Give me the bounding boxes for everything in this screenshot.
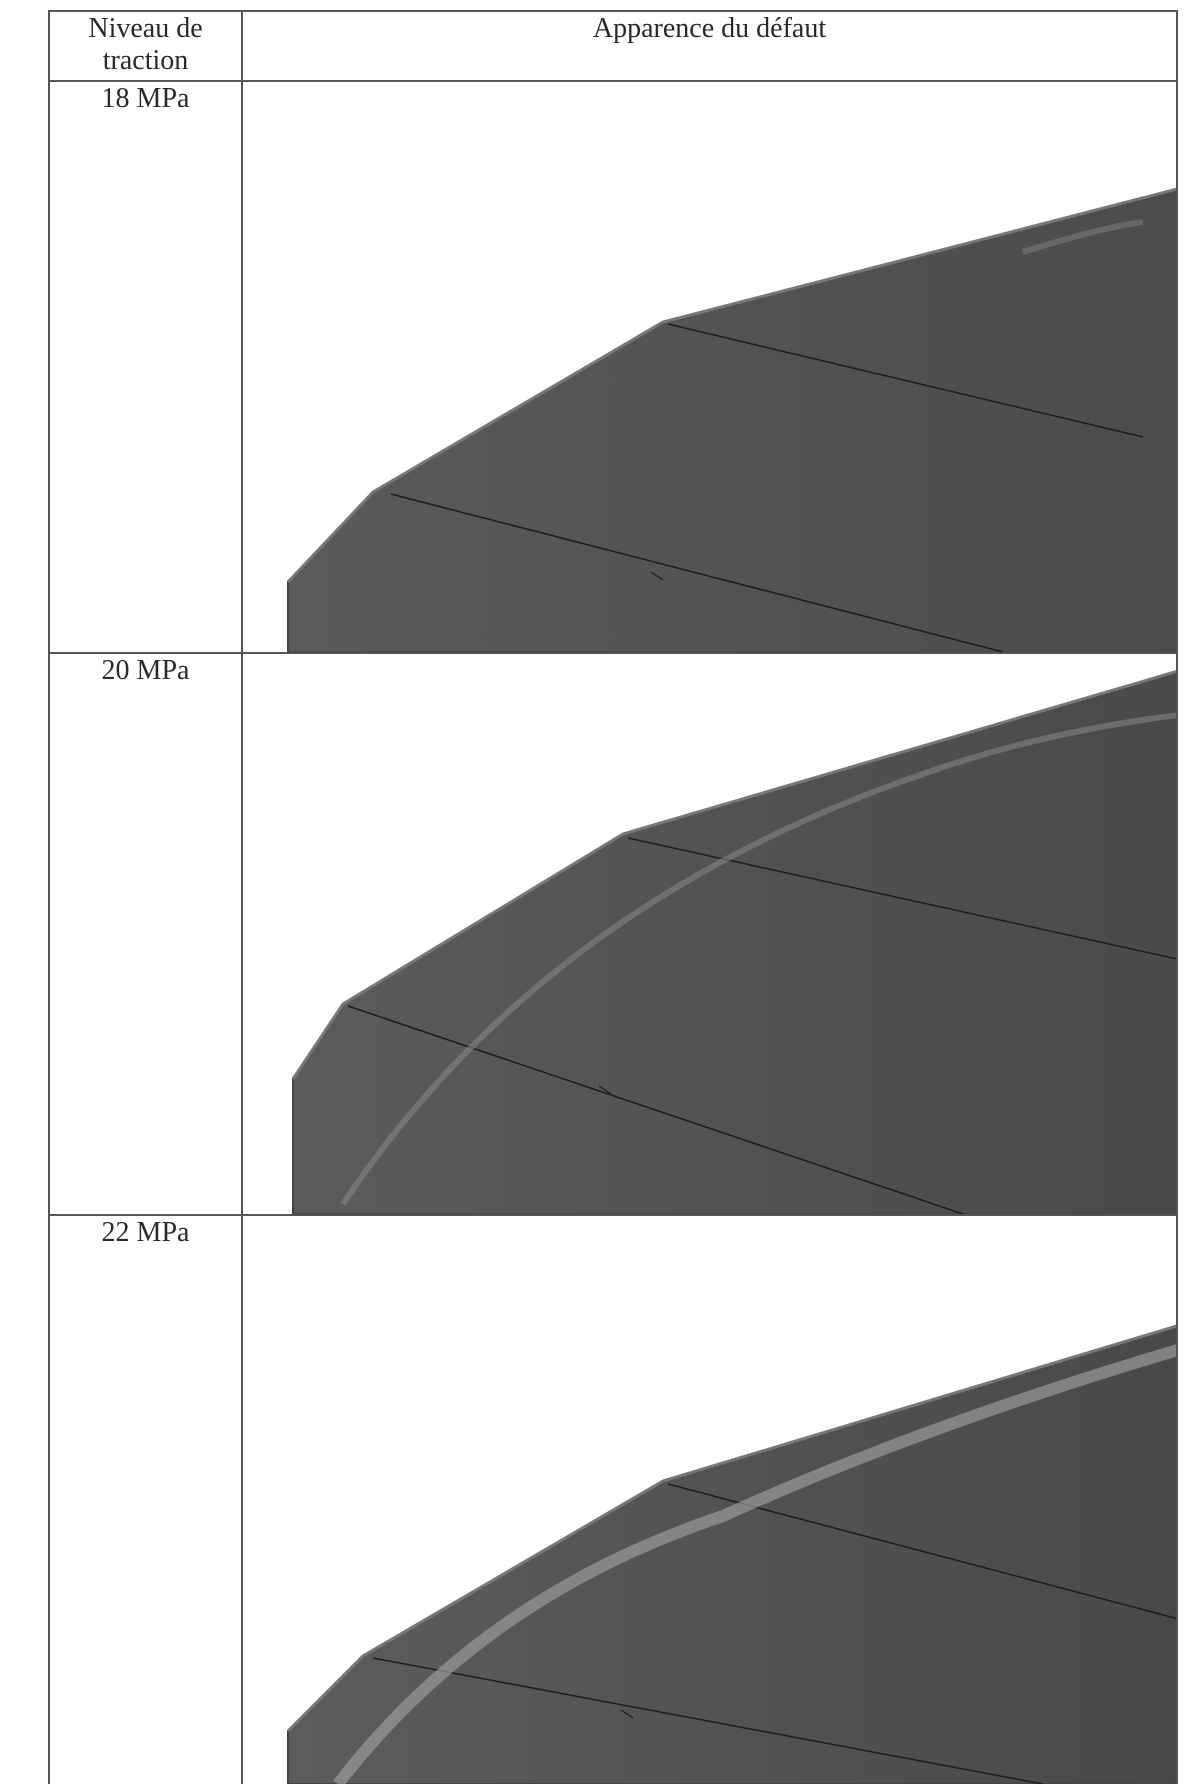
mesh-line-lower — [372, 1657, 1044, 1784]
mesh-line-upper — [667, 323, 1144, 438]
header-col2: Apparence du défaut — [592, 13, 827, 44]
header-col1-line2: traction — [102, 45, 189, 76]
table-border-right — [1176, 10, 1178, 1784]
defect-image-20mpa — [291, 670, 1176, 1214]
mesh-tick-1 — [650, 571, 664, 581]
header-col1-line1: Niveau de — [88, 13, 203, 44]
mesh-tick-1 — [598, 1085, 612, 1095]
table-border-top — [48, 10, 1178, 12]
mesh-line-lower — [390, 493, 1004, 652]
column-divider — [241, 10, 243, 1784]
row-label-18mpa: 18 MPa — [101, 83, 190, 114]
mesh-line-upper — [667, 1483, 1176, 1620]
table-border-left — [48, 10, 50, 1784]
defect-image-18mpa — [286, 187, 1176, 652]
row-label-20mpa: 20 MPa — [101, 655, 190, 686]
surface-edge-highlight — [291, 670, 1176, 1080]
defect-crack-arc — [340, 712, 1176, 1206]
header-divider — [48, 80, 1178, 82]
mesh-line-lower — [347, 1005, 964, 1214]
mesh-tick-1 — [620, 1709, 634, 1719]
row-divider-2 — [48, 1214, 1178, 1216]
defect-crack-arc — [333, 1344, 1176, 1784]
defect-streak — [1022, 219, 1144, 255]
row-label-22mpa: 22 MPa — [101, 1217, 190, 1248]
surface-edge-highlight — [286, 187, 1176, 584]
surface-edge-highlight — [286, 1324, 1176, 1733]
mesh-surface — [287, 1325, 1176, 1784]
row-divider-1 — [48, 652, 1178, 654]
defect-image-22mpa — [286, 1324, 1176, 1784]
